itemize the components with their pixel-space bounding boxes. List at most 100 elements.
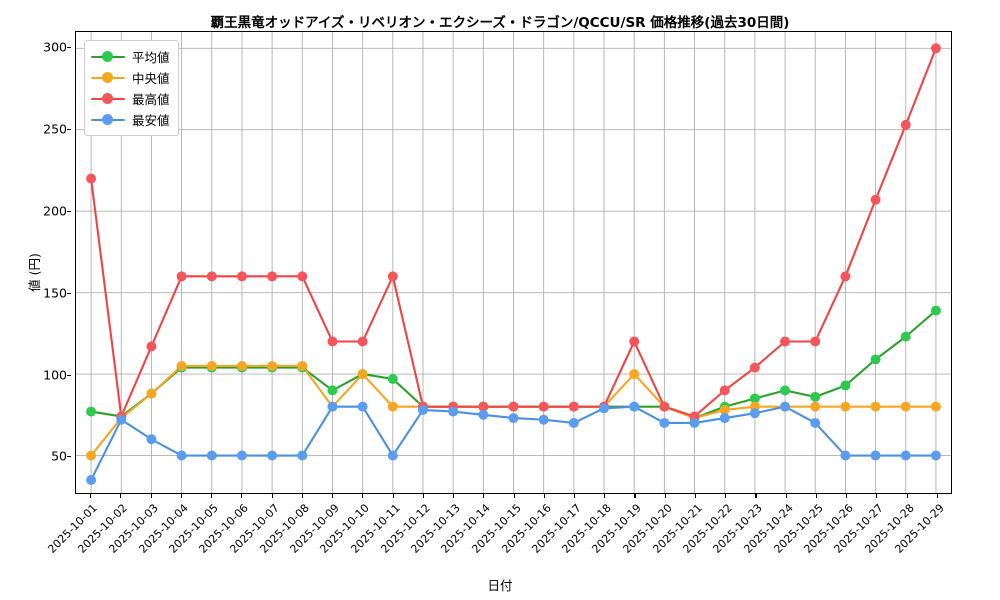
x-tick-mark <box>906 494 908 498</box>
data-point <box>387 401 398 412</box>
data-point <box>236 271 247 282</box>
data-point <box>387 271 398 282</box>
data-point <box>810 391 821 402</box>
legend-label: 平均値 <box>132 50 170 65</box>
x-tick-mark <box>936 494 938 498</box>
legend-item-2[interactable]: 最高値 <box>91 88 170 109</box>
y-tick-mark <box>67 47 71 49</box>
data-point <box>930 305 941 316</box>
data-point <box>629 369 640 380</box>
data-point <box>870 401 881 412</box>
data-point <box>508 413 519 424</box>
x-tick-mark <box>90 494 92 498</box>
data-point <box>689 417 700 428</box>
data-point <box>146 388 157 399</box>
x-tick-mark <box>120 494 122 498</box>
data-point <box>297 271 308 282</box>
legend-label: 最高値 <box>132 92 170 107</box>
data-point <box>900 450 911 461</box>
data-point <box>206 450 217 461</box>
legend-item-0[interactable]: 平均値 <box>91 46 170 67</box>
data-point <box>840 450 851 461</box>
x-tick-mark <box>211 494 213 498</box>
data-point <box>146 341 157 352</box>
data-point <box>417 404 428 415</box>
x-tick-mark <box>694 494 697 498</box>
x-tick-mark <box>301 494 303 498</box>
x-tick-mark <box>362 494 364 498</box>
data-point <box>930 43 941 54</box>
y-tick-mark <box>67 456 71 458</box>
y-tick-label: 100 <box>43 367 67 383</box>
data-point <box>206 271 217 282</box>
x-tick-mark <box>271 494 273 498</box>
x-axis-label: 日付 <box>487 578 513 593</box>
x-tick-mark <box>180 494 182 498</box>
data-point <box>930 401 941 412</box>
y-tick-mark <box>67 210 71 213</box>
legend-item-1[interactable]: 中央値 <box>91 67 170 88</box>
data-point <box>719 413 730 424</box>
data-point <box>116 414 127 425</box>
legend-swatch-icon <box>91 71 125 85</box>
x-tick-mark <box>422 494 424 498</box>
data-point <box>840 380 851 391</box>
data-point <box>900 119 911 130</box>
y-tick-label: 200 <box>43 203 67 219</box>
x-tick-mark <box>392 494 394 498</box>
data-point <box>840 271 851 282</box>
y-tick-label: 50 <box>51 448 67 464</box>
data-point <box>840 401 851 412</box>
x-tick-mark <box>785 494 787 498</box>
data-point <box>267 360 278 371</box>
data-point <box>568 417 579 428</box>
data-point <box>86 406 97 417</box>
data-point <box>176 450 187 461</box>
plot-svg <box>76 32 951 493</box>
data-point <box>930 450 941 461</box>
x-tick-mark <box>755 494 757 498</box>
data-point <box>478 401 489 412</box>
x-tick-mark <box>483 494 485 498</box>
x-tick-mark <box>150 494 152 498</box>
data-point <box>86 474 97 485</box>
data-point <box>176 360 187 371</box>
data-point <box>387 373 398 384</box>
data-point <box>870 354 881 365</box>
data-point <box>448 406 459 417</box>
data-point <box>659 401 670 412</box>
data-point <box>749 393 760 404</box>
data-point <box>538 401 549 412</box>
x-tick-mark <box>876 494 878 498</box>
x-axis-ticks: 2025-10-01 2025-10-02 2025-10-03 2025-10-04… <box>45 494 952 570</box>
data-point <box>749 362 760 373</box>
data-point <box>327 385 338 396</box>
legend-label: 最安値 <box>132 113 170 128</box>
plot-area <box>75 31 952 494</box>
x-tick-mark <box>573 494 576 498</box>
data-point <box>659 417 670 428</box>
x-tick-mark <box>604 494 606 498</box>
data-point <box>86 450 97 461</box>
data-point <box>599 403 610 414</box>
y-tick-label: 250 <box>43 121 67 137</box>
data-point <box>780 336 791 347</box>
data-point <box>297 360 308 371</box>
data-point <box>236 360 247 371</box>
data-point <box>629 401 640 412</box>
data-point <box>719 385 730 396</box>
data-point <box>568 401 579 412</box>
data-point <box>327 401 338 412</box>
data-point <box>900 331 911 342</box>
x-tick-mark <box>664 494 666 498</box>
data-point <box>387 450 398 461</box>
data-point <box>810 417 821 428</box>
data-point <box>810 401 821 412</box>
data-point <box>357 369 368 380</box>
data-point <box>267 271 278 282</box>
legend-item-3[interactable]: 最安値 <box>91 109 170 130</box>
data-point <box>719 404 730 415</box>
data-point <box>297 450 308 461</box>
data-point <box>327 336 338 347</box>
